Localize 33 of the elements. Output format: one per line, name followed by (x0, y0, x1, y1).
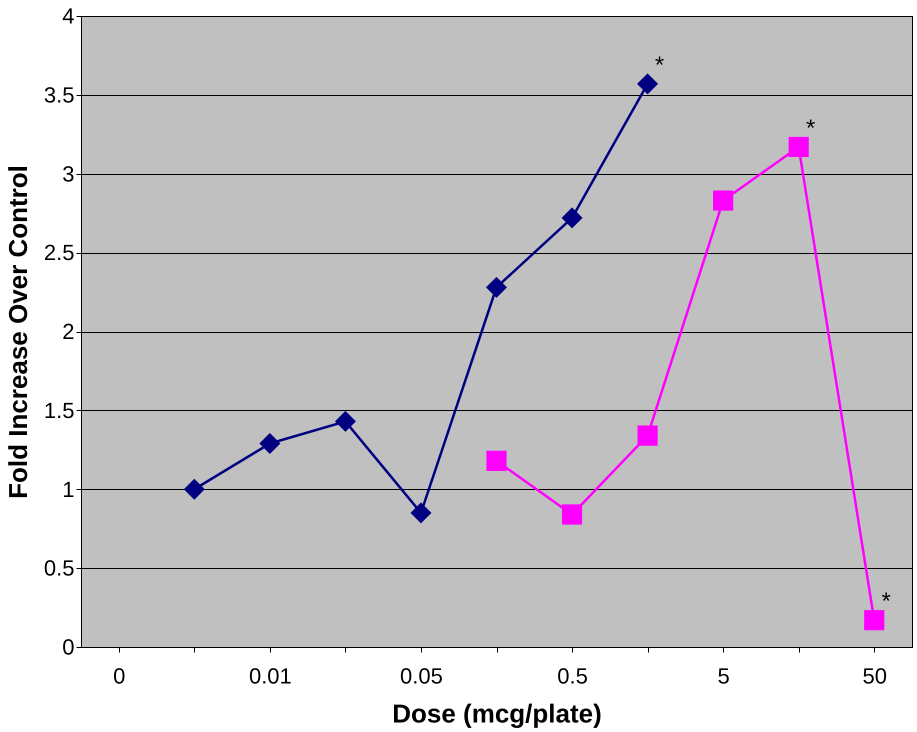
point (638, 426, 658, 446)
point (260, 433, 280, 454)
x-axis-title: Dose (mcg/plate) (392, 698, 602, 728)
point (713, 190, 734, 211)
point (864, 610, 884, 630)
x-tick-label: 0.01 (248, 664, 292, 688)
y-tick-label: 1 (62, 476, 74, 502)
point (788, 136, 809, 158)
point (486, 277, 507, 298)
y-tick-label: 2 (62, 319, 74, 344)
point (562, 504, 582, 525)
y-tick-label: 4 (62, 4, 74, 28)
x-tick-label: 0.05 (400, 664, 443, 688)
y-tick-label: 0 (62, 634, 74, 660)
point (638, 74, 658, 94)
y-tick-label: 0.5 (44, 556, 74, 581)
y-tick-label: 1.5 (44, 398, 74, 423)
y-tick-label: 3.5 (44, 82, 74, 108)
x-tick-label: 5 (718, 664, 730, 688)
data-label: * (806, 114, 816, 142)
point (184, 479, 204, 500)
point (486, 450, 507, 471)
data-label: * (882, 588, 891, 616)
point (410, 502, 432, 523)
point (335, 411, 356, 432)
x-tick-label: 0 (113, 664, 126, 688)
y-axis-title: Fold Increase Over Control (2, 165, 33, 499)
point (562, 208, 582, 228)
y-tick-label: 2.5 (44, 240, 74, 266)
data-label: * (654, 52, 664, 79)
x-tick-label: 50 (862, 664, 887, 688)
x-tick-label: 0.5 (557, 664, 588, 688)
y-tick-label: 3 (62, 161, 74, 186)
